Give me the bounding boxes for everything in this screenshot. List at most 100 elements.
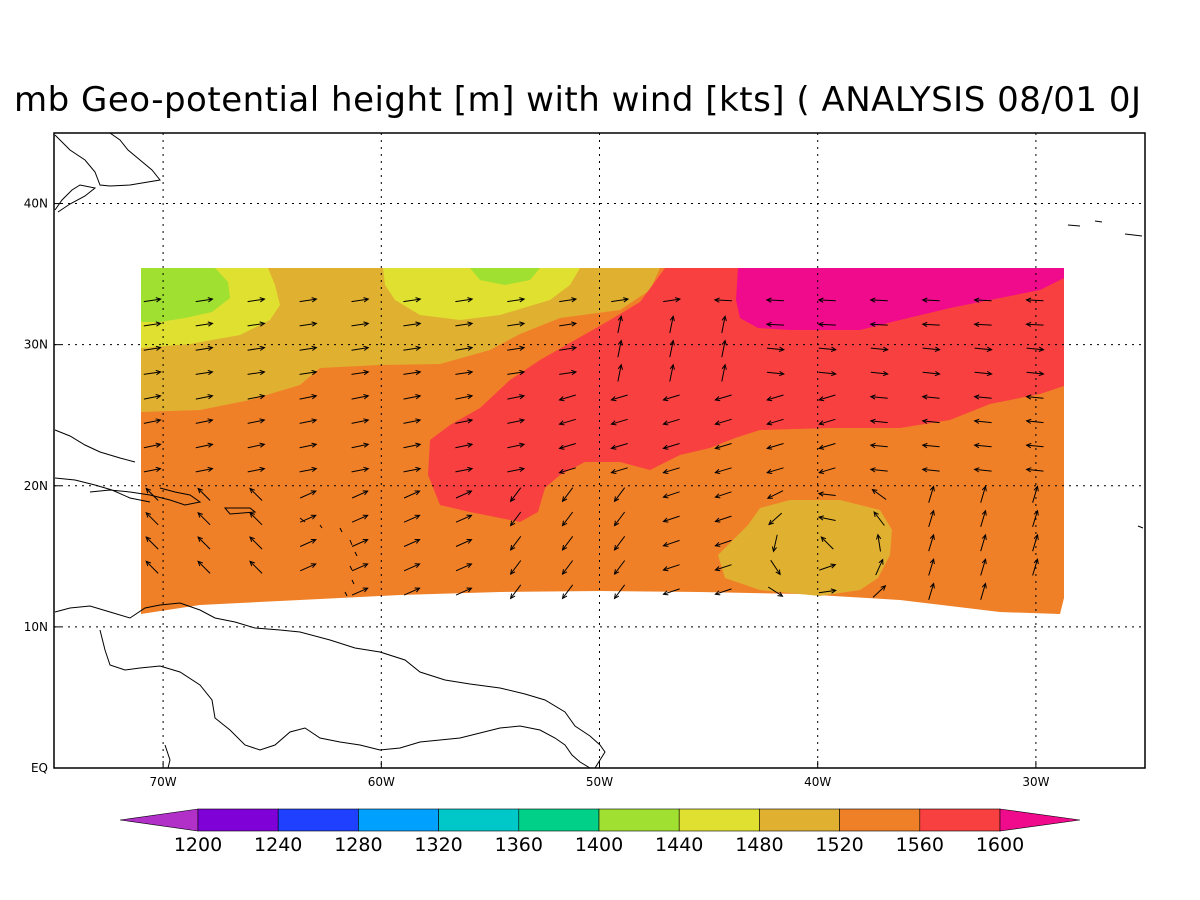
wind-arrow-head — [145, 536, 152, 542]
wind-arrow-shaft — [715, 564, 732, 571]
wind-arrow-head — [561, 544, 568, 551]
wind-arrow-shaft — [351, 539, 368, 547]
wind-arrow-head — [669, 363, 675, 370]
wind-arrow-head — [981, 558, 987, 565]
wind-arrow-head — [509, 569, 516, 576]
wind-arrow-head — [310, 539, 317, 544]
wind-arrow-head — [363, 345, 370, 351]
wind-arrow-head — [817, 321, 824, 328]
wind-arrow-shaft — [247, 298, 265, 303]
colorbar-box — [277, 808, 359, 832]
wind-arrow-shaft — [922, 299, 940, 302]
colorbar-label: 1440 — [655, 834, 703, 856]
colorbar-label: 1600 — [976, 834, 1024, 856]
wind-arrow-shaft — [559, 418, 576, 425]
height-field — [141, 268, 1064, 614]
wind-arrow-shaft — [819, 394, 836, 401]
wind-arrow-shaft — [195, 298, 213, 303]
coastline-lesser-antilles — [299, 517, 358, 597]
wind-arrow-head — [519, 321, 526, 327]
wind-arrow-head — [363, 418, 370, 424]
wind-arrow-head — [207, 369, 214, 376]
wind-arrow-shaft — [455, 322, 473, 327]
wind-arrow-head — [197, 511, 203, 518]
wind-arrow-shaft — [1026, 444, 1044, 448]
wind-arrow-head — [415, 418, 422, 424]
wind-arrow-head — [363, 321, 370, 327]
wind-arrow-shaft — [351, 371, 369, 375]
wind-arrow-shaft — [507, 443, 525, 449]
wind-arrow-head — [766, 420, 773, 426]
wind-arrow-shaft — [663, 443, 680, 449]
wind-arrow-shaft — [403, 563, 420, 572]
wind-arrow-head — [818, 420, 825, 426]
wind-arrow-head — [869, 297, 876, 303]
wind-arrow-head — [466, 490, 473, 496]
wind-arrow-shaft — [877, 534, 881, 552]
wind-arrow-head — [778, 370, 785, 377]
wind-arrow-shaft — [299, 468, 317, 473]
wind-arrow-head — [558, 444, 565, 450]
wind-arrow-shaft — [351, 468, 369, 473]
wind-arrow-shaft — [870, 444, 888, 448]
wind-arrow-head — [259, 369, 266, 376]
wind-arrow-head — [986, 346, 993, 352]
wind-arrow-head — [830, 588, 837, 594]
wind-arrow-head — [311, 369, 318, 376]
wind-arrow-shaft — [870, 468, 888, 472]
wind-arrow-head — [869, 418, 876, 424]
wind-arrow-shaft — [818, 299, 836, 302]
wind-arrow-shaft — [507, 347, 525, 351]
wind-arrow-shaft — [299, 298, 317, 303]
wind-arrow-shaft — [507, 468, 525, 473]
wind-arrow-head — [259, 442, 266, 448]
wind-arrow-head — [415, 466, 422, 473]
wind-arrow-shaft — [247, 371, 265, 375]
wind-arrow-head — [973, 442, 980, 449]
colorbar-label: 1240 — [254, 834, 302, 856]
wind-arrow-head — [259, 321, 266, 327]
wind-arrow-shaft — [922, 347, 940, 351]
wind-arrow-head — [519, 442, 526, 448]
wind-arrow-head — [613, 520, 620, 527]
wind-arrow-shaft — [663, 418, 680, 425]
wind-arrow-shaft — [928, 534, 935, 552]
wind-arrow-head — [467, 442, 474, 448]
wind-arrow-head — [869, 442, 876, 449]
wind-arrow-head — [878, 558, 884, 565]
wind-arrow-head — [766, 396, 773, 402]
wind-arrow-head — [571, 297, 578, 303]
wind-arrow-head — [466, 587, 473, 593]
lon-tick-label: 60W — [368, 775, 395, 789]
wind-arrow-shaft — [617, 364, 622, 382]
wind-arrow-shaft — [247, 395, 265, 400]
wind-arrow-shaft — [247, 419, 265, 424]
wind-arrow-head — [467, 466, 474, 473]
wind-arrow-head — [929, 509, 935, 516]
wind-arrow-head — [145, 487, 152, 494]
coastline-cuba-hispaniola — [54, 429, 257, 515]
wind-arrow-shaft — [351, 563, 368, 572]
wind-arrow-head — [467, 394, 474, 400]
wind-arrow-head — [981, 533, 987, 540]
wind-arrow-head — [558, 396, 565, 402]
colorbar-label: 1280 — [334, 834, 382, 856]
wind-arrow-shaft — [669, 340, 674, 358]
wind-arrow-head — [155, 442, 162, 448]
wind-arrow-head — [986, 370, 993, 377]
wind-arrow-head — [145, 511, 152, 518]
wind-arrow-head — [873, 511, 879, 518]
wind-arrow-head — [466, 563, 473, 569]
wind-arrow-shaft — [403, 514, 420, 523]
wind-arrow-head — [1025, 467, 1032, 473]
wind-arrow-shaft — [870, 299, 888, 302]
wind-arrow-head — [830, 346, 837, 352]
wind-arrow-shaft — [299, 419, 317, 424]
wind-arrow-head — [818, 444, 825, 450]
wind-arrow-shaft — [663, 394, 680, 401]
wind-arrow-head — [311, 418, 318, 424]
wind-arrow-head — [363, 297, 370, 303]
wind-arrow-shaft — [1032, 559, 1038, 576]
wind-arrow-shaft — [247, 322, 265, 327]
wind-arrow-head — [155, 321, 162, 327]
